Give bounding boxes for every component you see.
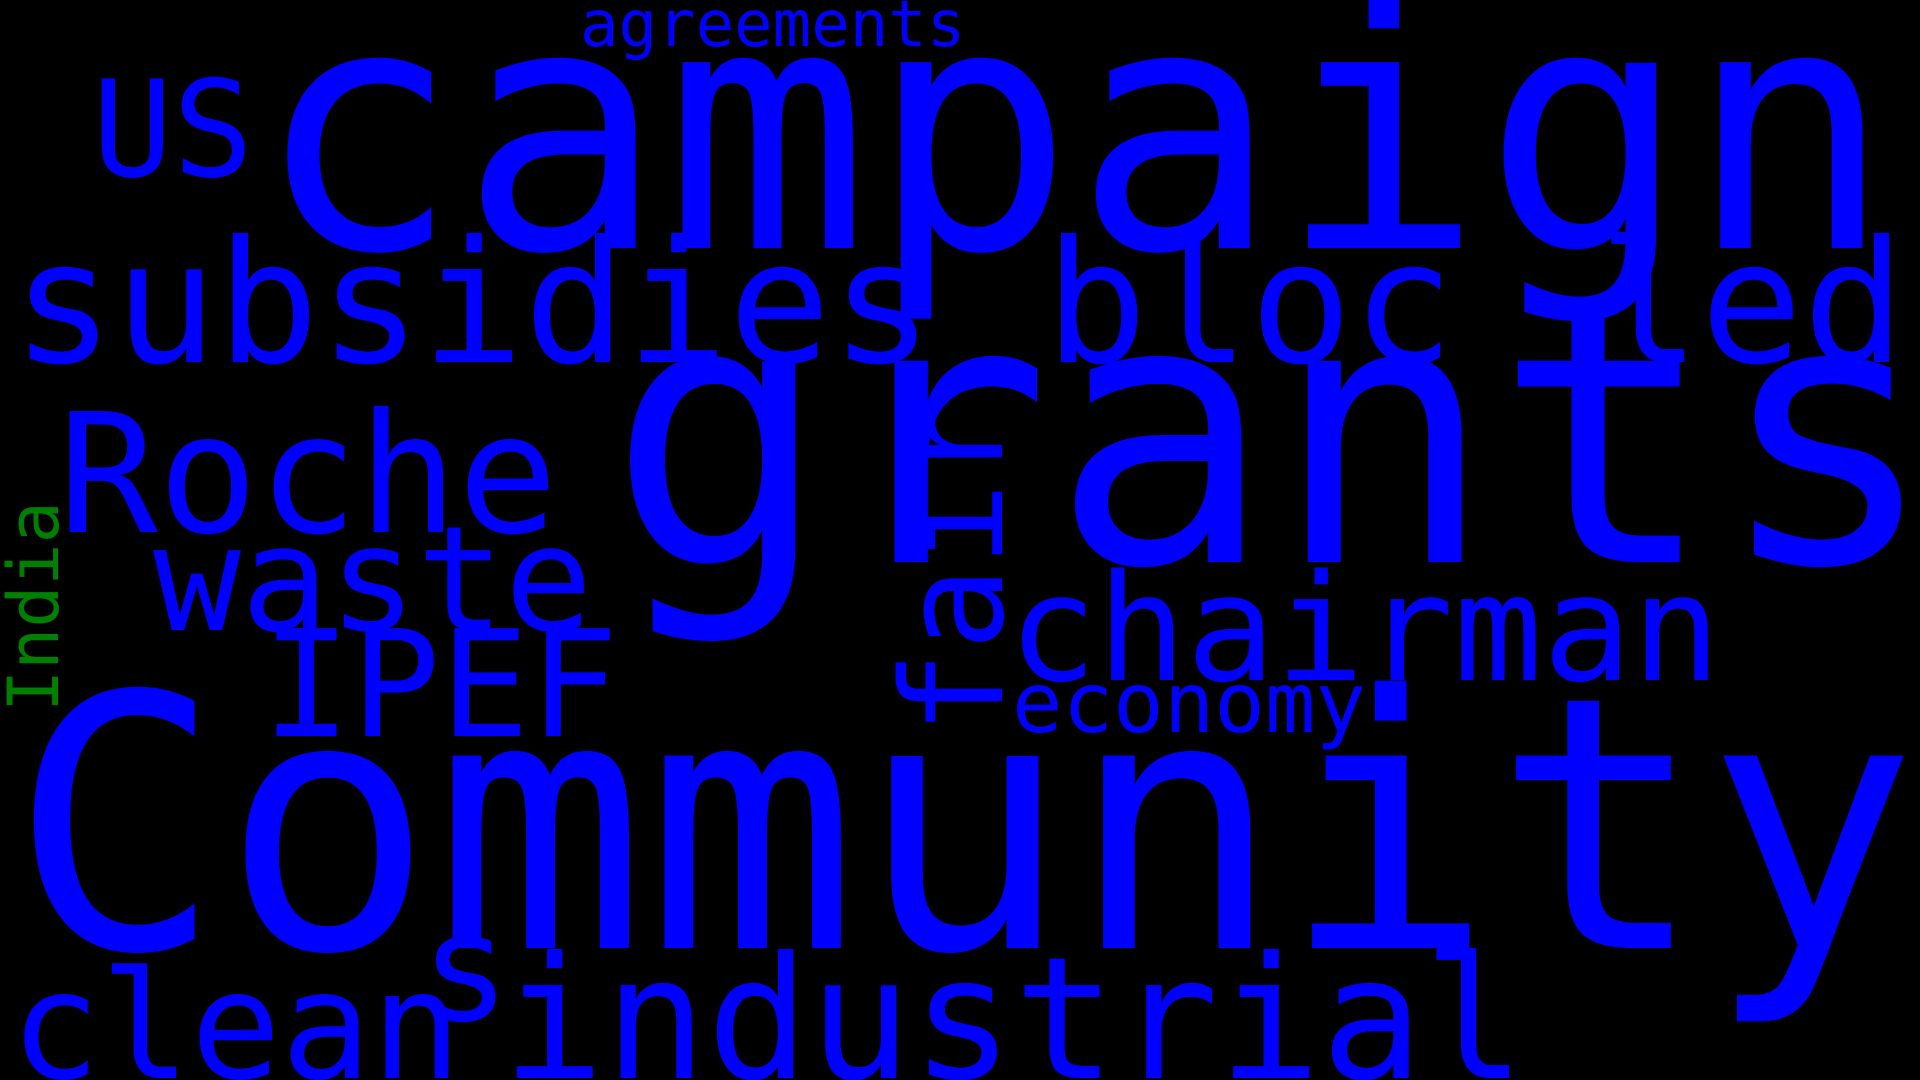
word-waste: waste xyxy=(153,495,593,665)
word-fair: fair xyxy=(873,398,1036,735)
word-chairman: chairman xyxy=(1008,543,1721,715)
word-industrial: industrial xyxy=(502,921,1526,1080)
word-india: India xyxy=(0,501,75,712)
word-roche: Roche xyxy=(58,379,558,572)
word-grants: grants xyxy=(608,220,1920,649)
word-economy: economy xyxy=(1012,654,1366,752)
word-subsidies: subsidies xyxy=(12,205,933,403)
word-clean: clean xyxy=(10,940,462,1080)
word-agreements: agreements xyxy=(580,0,965,62)
word-us: US xyxy=(92,52,253,208)
word-bloc: bloc xyxy=(1045,205,1454,403)
word-ipef: IPEF xyxy=(262,599,618,771)
word-led: led xyxy=(1598,205,1905,403)
word-campaign: campaign xyxy=(255,0,1893,329)
word-s: s xyxy=(420,882,510,1056)
word-community: Community xyxy=(10,622,1917,1032)
